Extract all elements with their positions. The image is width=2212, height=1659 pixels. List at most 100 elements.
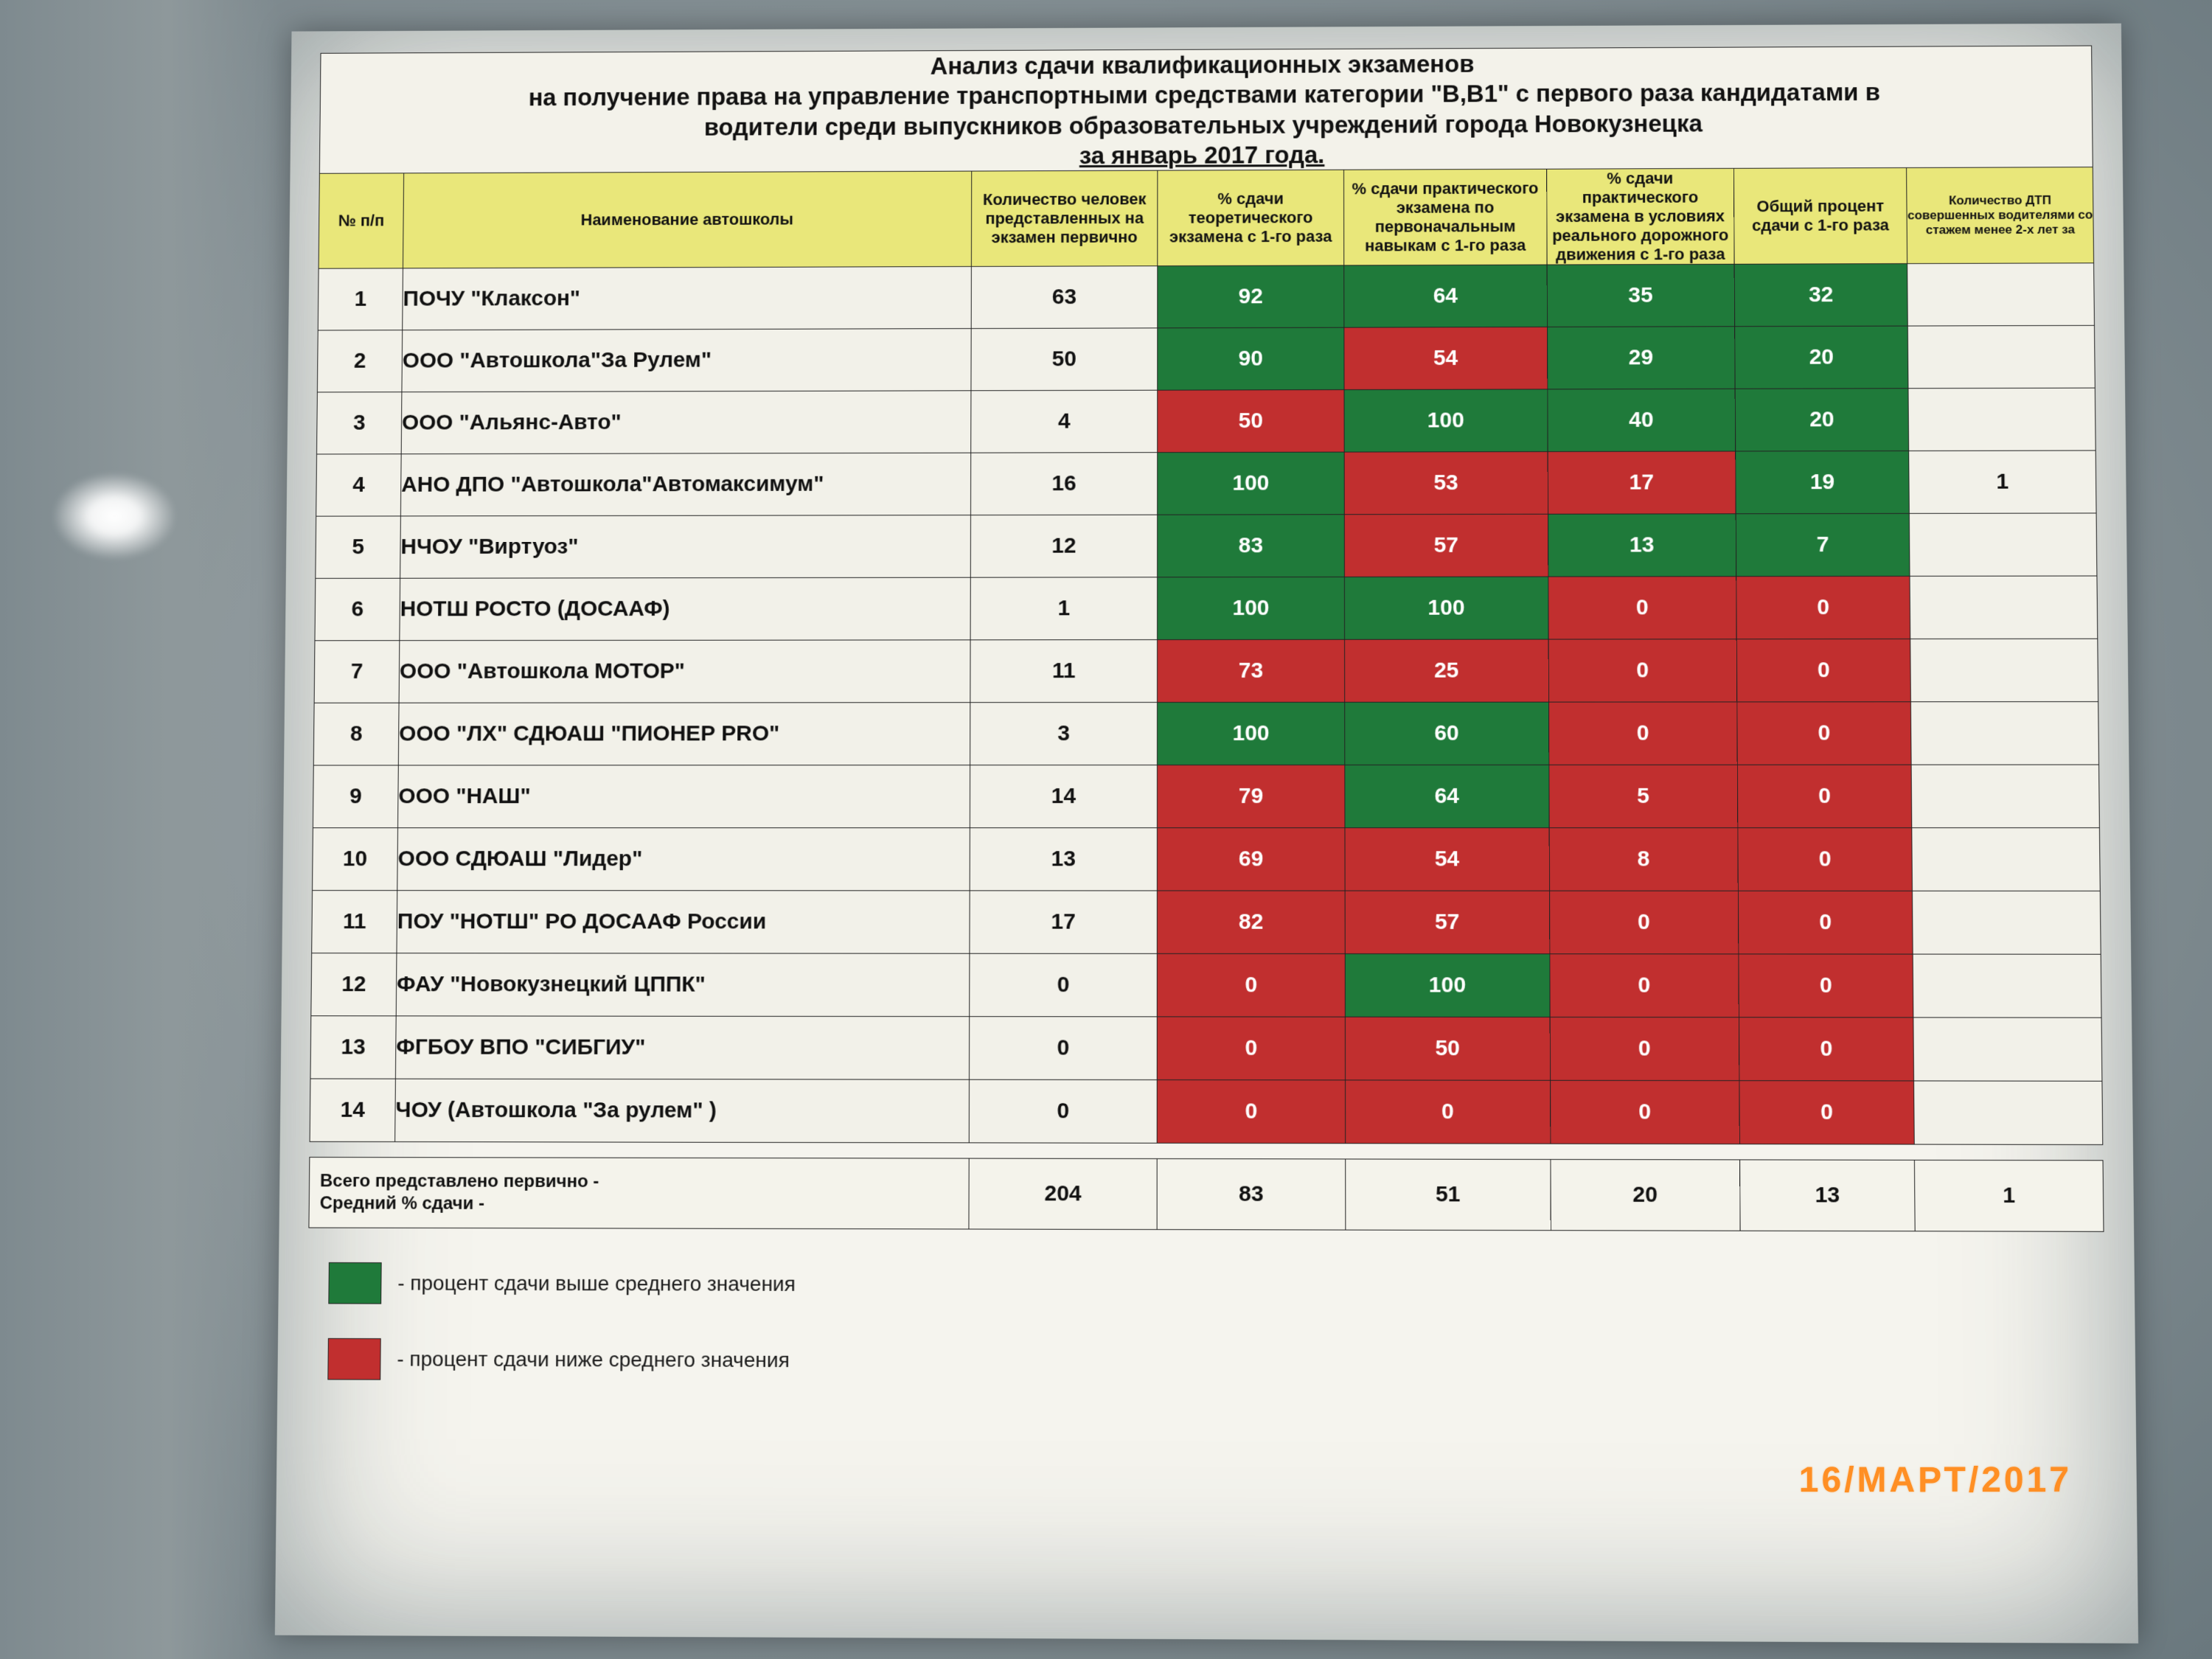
legend-text-above: - процент сдачи выше среднего значения xyxy=(397,1271,796,1296)
cell-theory-pct: 100 xyxy=(1158,452,1345,515)
cell-dtp xyxy=(1913,954,2101,1018)
cell-overall-pct: 0 xyxy=(1736,576,1910,639)
cell-dtp xyxy=(1914,1081,2103,1145)
cell-quantity: 0 xyxy=(970,1016,1158,1079)
table-row: 7ООО "Автошкола МОТОР"11732500 xyxy=(314,639,2098,703)
table-row: 11ПОУ "НОТШ" РО ДОСААФ России17825700 xyxy=(312,890,2101,954)
cell-practical-initial-pct: 100 xyxy=(1345,953,1550,1017)
camera-datestamp: 16/МАРТ/2017 xyxy=(1799,1460,2072,1500)
cell-dtp xyxy=(1910,513,2097,576)
totals-practical-initial: 51 xyxy=(1346,1159,1551,1231)
legend-swatch-green xyxy=(328,1262,381,1304)
cell-practical-initial-pct: 57 xyxy=(1345,891,1549,954)
left-edge-shadow xyxy=(0,0,280,1659)
cell-quantity: 12 xyxy=(970,515,1157,577)
cell-practical-road-pct: 35 xyxy=(1547,264,1734,327)
cell-overall-pct: 0 xyxy=(1739,954,1914,1018)
cell-theory-pct: 73 xyxy=(1158,639,1345,702)
cell-practical-road-pct: 0 xyxy=(1549,891,1738,954)
title-line-underlined: за январь 2017 года. xyxy=(1079,141,1325,169)
totals-dtp: 1 xyxy=(1915,1160,2104,1231)
cell-overall-pct: 7 xyxy=(1736,513,1910,576)
cell-row-number: 4 xyxy=(316,453,402,515)
cell-school-name: ООО "Альянс-Авто" xyxy=(401,391,971,454)
table-row: 4АНО ДПО "Автошкола"Автомаксимум"1610053… xyxy=(316,451,2096,516)
cell-practical-initial-pct: 50 xyxy=(1345,1017,1550,1080)
cell-quantity: 63 xyxy=(971,265,1158,328)
cell-row-number: 2 xyxy=(317,330,402,392)
cell-overall-pct: 20 xyxy=(1735,388,1909,451)
cell-dtp xyxy=(1911,701,2099,765)
table-row: 10ООО СДЮАШ "Лидер"13695480 xyxy=(313,827,2101,891)
totals-table: Всего представлено первично - Средний % … xyxy=(308,1157,2104,1232)
cell-theory-pct: 100 xyxy=(1158,577,1345,639)
cell-quantity: 13 xyxy=(970,827,1157,890)
cell-school-name: ООО СДЮАШ "Лидер" xyxy=(397,827,970,890)
cell-theory-pct: 50 xyxy=(1158,389,1344,452)
cell-practical-initial-pct: 53 xyxy=(1344,451,1548,514)
col-header-practical-road-pct: % сдачи практического экзамена в условия… xyxy=(1546,168,1733,264)
cell-theory-pct: 69 xyxy=(1157,827,1345,890)
cell-row-number: 10 xyxy=(313,827,398,890)
cell-overall-pct: 20 xyxy=(1734,326,1908,389)
cell-overall-pct: 0 xyxy=(1739,1080,1915,1144)
totals-qty: 204 xyxy=(969,1158,1157,1229)
table-row: 8ООО "ЛХ" СДЮАШ "ПИОНЕР PRO"31006000 xyxy=(313,701,2098,765)
cell-theory-pct: 79 xyxy=(1157,765,1345,827)
cell-quantity: 17 xyxy=(970,891,1157,953)
table-row: 9ООО "НАШ"14796450 xyxy=(313,765,2099,828)
cell-practical-road-pct: 0 xyxy=(1548,639,1737,702)
table-row: 14ЧОУ (Автошкола "За рулем" )00000 xyxy=(310,1079,2103,1144)
cell-overall-pct: 0 xyxy=(1738,827,1913,891)
table-row: 5НЧОУ "Виртуоз"128357137 xyxy=(316,513,2097,578)
cell-quantity: 11 xyxy=(970,639,1158,702)
title-line: на получение права на управление транспо… xyxy=(529,79,1881,111)
cell-dtp xyxy=(1908,325,2096,388)
cell-quantity: 16 xyxy=(971,452,1158,515)
cell-overall-pct: 32 xyxy=(1734,263,1908,326)
cell-practical-initial-pct: 64 xyxy=(1344,265,1548,327)
cell-practical-road-pct: 17 xyxy=(1548,451,1736,514)
cell-theory-pct: 82 xyxy=(1157,891,1345,954)
cell-dtp xyxy=(1913,891,2101,954)
table-body: 1ПОЧУ "Клаксон"63926435322ООО "Автошкола… xyxy=(310,263,2103,1145)
legend-row-below: - процент сдачи ниже среднего значения xyxy=(327,1338,2105,1385)
cell-school-name: НОТШ РОСТО (ДОСААФ) xyxy=(400,577,970,641)
cell-quantity: 1 xyxy=(970,577,1158,640)
cell-dtp xyxy=(1912,827,2100,891)
document-paper: Анализ сдачи квалификационных экзаменов … xyxy=(275,24,2138,1644)
table-row: 12ФАУ "Новокузнецкий ЦППК"0010000 xyxy=(311,953,2101,1018)
cell-dtp xyxy=(1907,263,2094,326)
table-row: 1ПОЧУ "Клаксон"6392643532 xyxy=(318,263,2094,330)
cell-overall-pct: 0 xyxy=(1739,1017,1914,1080)
cell-row-number: 13 xyxy=(310,1015,396,1078)
col-header-quantity: Количество человек представленных на экз… xyxy=(971,170,1157,266)
cell-theory-pct: 0 xyxy=(1157,1079,1345,1143)
cell-row-number: 9 xyxy=(313,765,398,828)
col-header-total-pct: Общий процент сдачи с 1-го раза xyxy=(1733,167,1907,264)
totals-row: Всего представлено первично - Средний % … xyxy=(309,1157,2104,1231)
cell-practical-initial-pct: 54 xyxy=(1345,827,1549,890)
cell-theory-pct: 83 xyxy=(1158,514,1345,577)
title-line: Анализ сдачи квалификационных экзаменов xyxy=(931,50,1475,80)
col-header-dtp: Количество ДТП совершенных водителями со… xyxy=(1907,167,2094,264)
table-row: 3ООО "Альянс-Авто"4501004020 xyxy=(317,388,2096,454)
cell-practical-road-pct: 40 xyxy=(1548,389,1736,451)
cell-overall-pct: 19 xyxy=(1735,451,1909,513)
exam-analysis-table: Анализ сдачи квалификационных экзаменов … xyxy=(310,46,2104,1145)
cell-quantity: 3 xyxy=(970,702,1158,765)
cell-school-name: ООО "ЛХ" СДЮАШ "ПИОНЕР PRO" xyxy=(398,702,970,765)
totals-overall: 13 xyxy=(1739,1160,1915,1231)
header-row: № п/п Наименование автошколы Количество … xyxy=(319,167,2094,268)
cell-practical-road-pct: 8 xyxy=(1549,827,1738,891)
cell-quantity: 0 xyxy=(970,953,1158,1017)
cell-school-name: ФАУ "Новокузнецкий ЦППК" xyxy=(396,953,970,1016)
legend-text-below: - процент сдачи ниже среднего значения xyxy=(397,1347,790,1372)
table-row: 2ООО "Автошкола"За Рулем"5090542920 xyxy=(317,325,2095,392)
cell-school-name: ФГБОУ ВПО "СИБГИУ" xyxy=(396,1016,970,1079)
col-header-practical-initial-pct: % сдачи практического экзамена по первон… xyxy=(1344,169,1547,265)
cell-theory-pct: 0 xyxy=(1157,1017,1345,1080)
cell-theory-pct: 92 xyxy=(1158,265,1344,328)
totals-theory: 83 xyxy=(1157,1158,1346,1230)
cell-school-name: ПОЧУ "Клаксон" xyxy=(403,266,972,330)
